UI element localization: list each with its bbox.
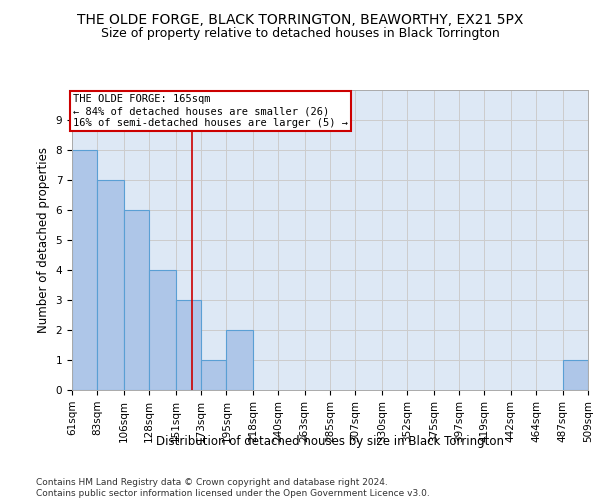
- Text: Contains HM Land Registry data © Crown copyright and database right 2024.
Contai: Contains HM Land Registry data © Crown c…: [36, 478, 430, 498]
- Bar: [124, 210, 149, 390]
- Bar: [97, 180, 124, 390]
- Bar: [201, 360, 226, 390]
- Bar: [72, 150, 97, 390]
- Text: THE OLDE FORGE: 165sqm
← 84% of detached houses are smaller (26)
16% of semi-det: THE OLDE FORGE: 165sqm ← 84% of detached…: [73, 94, 348, 128]
- Text: Size of property relative to detached houses in Black Torrington: Size of property relative to detached ho…: [101, 28, 499, 40]
- Text: Distribution of detached houses by size in Black Torrington: Distribution of detached houses by size …: [156, 435, 504, 448]
- Bar: [226, 330, 253, 390]
- Bar: [563, 360, 588, 390]
- Bar: [149, 270, 176, 390]
- Bar: [176, 300, 201, 390]
- Y-axis label: Number of detached properties: Number of detached properties: [37, 147, 50, 333]
- Text: THE OLDE FORGE, BLACK TORRINGTON, BEAWORTHY, EX21 5PX: THE OLDE FORGE, BLACK TORRINGTON, BEAWOR…: [77, 12, 523, 26]
